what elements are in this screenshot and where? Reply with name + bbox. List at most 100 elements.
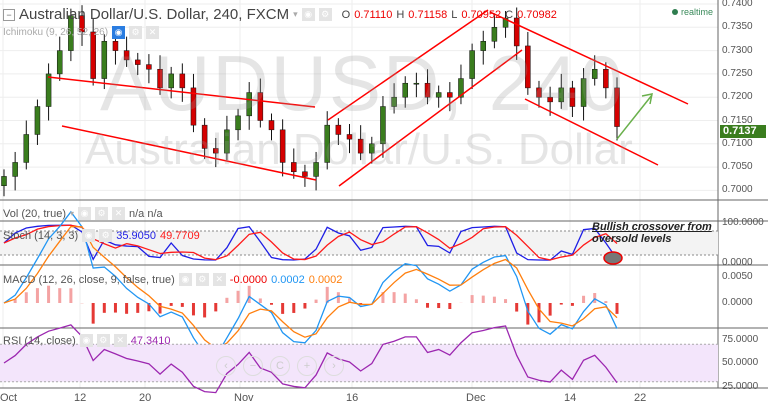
candle bbox=[480, 41, 487, 51]
macd-histogram-bar bbox=[492, 296, 496, 303]
macd-histogram-bar bbox=[325, 286, 329, 303]
macd-histogram-bar bbox=[225, 297, 229, 303]
rsi-band bbox=[0, 344, 718, 382]
price-tick: 0.7050 bbox=[722, 161, 753, 173]
gear-icon[interactable]: ⚙ bbox=[99, 229, 113, 242]
candle bbox=[1, 176, 7, 186]
plus-icon[interactable]: + bbox=[297, 356, 317, 376]
candle bbox=[569, 87, 576, 107]
candle bbox=[302, 171, 308, 177]
candle bbox=[380, 106, 386, 145]
annotation-text: Bullish crossover from oversold levels bbox=[592, 221, 712, 245]
candle bbox=[257, 92, 264, 121]
close-icon[interactable]: ✕ bbox=[146, 26, 160, 39]
macd-histogram-bar bbox=[537, 303, 541, 323]
chevron-down-icon[interactable]: ▾ bbox=[69, 209, 74, 218]
candle bbox=[268, 120, 275, 131]
gear-icon[interactable]: ⚙ bbox=[129, 26, 143, 39]
macd-histogram-bar bbox=[58, 288, 62, 303]
candle bbox=[335, 124, 342, 135]
macd-histogram-bar bbox=[169, 303, 173, 306]
macd-histogram-bar bbox=[35, 288, 39, 303]
chevron-right-icon[interactable]: › bbox=[324, 356, 344, 376]
eye-icon[interactable]: ◉ bbox=[79, 334, 93, 347]
macd-line-value: 0.0002 bbox=[271, 273, 305, 286]
price-tick: 0.7300 bbox=[722, 44, 753, 56]
chevron-down-icon[interactable]: ▾ bbox=[293, 9, 298, 19]
candle bbox=[603, 68, 609, 89]
candle bbox=[101, 41, 108, 79]
symbol-title[interactable]: Australian Dollar/U.S. Dollar, 240, FXCM bbox=[19, 6, 290, 23]
candle bbox=[424, 82, 431, 98]
gear-icon[interactable]: ⚙ bbox=[195, 273, 209, 286]
candle bbox=[179, 73, 186, 89]
macd-histogram-bar bbox=[314, 299, 318, 303]
candle bbox=[513, 17, 520, 47]
rsi-legend: RSI (14, close) ◉ ⚙ ✕ 47.3410 bbox=[3, 334, 171, 347]
macd-histogram-bar bbox=[381, 292, 385, 303]
eye-icon[interactable]: ◉ bbox=[78, 207, 91, 220]
macd-histogram-bar bbox=[91, 303, 95, 324]
gear-icon[interactable]: ⚙ bbox=[96, 334, 110, 347]
candle bbox=[591, 68, 598, 79]
candle bbox=[502, 17, 509, 28]
candle bbox=[614, 87, 620, 127]
macd-histogram-bar bbox=[281, 303, 285, 314]
macd-histogram-bar bbox=[69, 288, 73, 303]
candle bbox=[45, 73, 52, 107]
candle bbox=[491, 27, 498, 42]
open-label: O bbox=[341, 8, 351, 21]
stoch-legend: Stoch (14, 3, 3) ◉ ⚙ 35.9050 49.7709 bbox=[3, 229, 200, 242]
close-icon[interactable]: ✕ bbox=[112, 207, 125, 220]
minus-icon[interactable]: − bbox=[243, 356, 263, 376]
ichimoku-label[interactable]: Ichimoku (9, 26, 52, 26) bbox=[3, 27, 109, 38]
candle bbox=[68, 15, 74, 51]
annotation-line: Bullish crossover from bbox=[592, 221, 712, 233]
vol-label[interactable]: Vol (20, true) bbox=[3, 207, 66, 220]
reset-icon[interactable]: C bbox=[270, 356, 290, 376]
candle bbox=[313, 162, 319, 177]
price-tick: 0.7350 bbox=[722, 21, 753, 33]
eye-icon[interactable]: ◉ bbox=[112, 26, 126, 39]
candle bbox=[12, 162, 18, 177]
watermark-symbol: AUDUSD, 240 bbox=[100, 39, 625, 127]
macd-histogram-bar bbox=[582, 295, 586, 303]
stoch-d-line bbox=[3, 224, 618, 261]
candle bbox=[90, 31, 96, 79]
realtime-status: realtime bbox=[672, 7, 713, 17]
eye-icon[interactable]: ◉ bbox=[178, 273, 192, 286]
trend-line bbox=[47, 76, 316, 108]
time-tick: 12 bbox=[74, 392, 87, 404]
macd-label[interactable]: MACD (12, 26, close, 9, false, true) bbox=[3, 273, 175, 286]
macd-histogram-bar bbox=[258, 298, 262, 303]
collapse-icon[interactable]: − bbox=[3, 8, 15, 21]
macd-histogram-bar bbox=[403, 293, 407, 303]
stoch-k-value: 35.9050 bbox=[116, 229, 156, 242]
macd-histogram-bar bbox=[214, 303, 218, 312]
candle bbox=[435, 92, 442, 98]
macd-histogram-bar bbox=[247, 285, 251, 303]
price-tick: 0.7000 bbox=[722, 184, 753, 196]
eye-icon[interactable]: ◉ bbox=[82, 229, 96, 242]
close-icon[interactable]: ✕ bbox=[212, 273, 226, 286]
macd-histogram-bar bbox=[470, 295, 474, 303]
eye-icon[interactable]: ◉ bbox=[301, 8, 315, 21]
time-tick: 16 bbox=[346, 392, 359, 404]
candle bbox=[291, 162, 297, 173]
candle bbox=[469, 50, 475, 79]
macd-histogram-bar bbox=[593, 293, 597, 303]
macd-histogram-bar bbox=[504, 299, 508, 303]
gear-icon[interactable]: ⚙ bbox=[95, 207, 108, 220]
close-icon[interactable]: ✕ bbox=[113, 334, 127, 347]
macd-line bbox=[3, 210, 618, 358]
signal-line bbox=[3, 225, 618, 350]
price-tick: 0.7100 bbox=[722, 137, 753, 149]
stoch-label[interactable]: Stoch (14, 3, 3) bbox=[3, 229, 79, 242]
candle bbox=[168, 73, 174, 89]
chevron-left-icon[interactable]: ‹ bbox=[216, 356, 236, 376]
candle bbox=[279, 129, 286, 163]
rsi-label[interactable]: RSI (14, close) bbox=[3, 334, 76, 347]
macd-histogram-bar bbox=[448, 303, 452, 310]
gear-icon[interactable]: ⚙ bbox=[318, 8, 332, 21]
